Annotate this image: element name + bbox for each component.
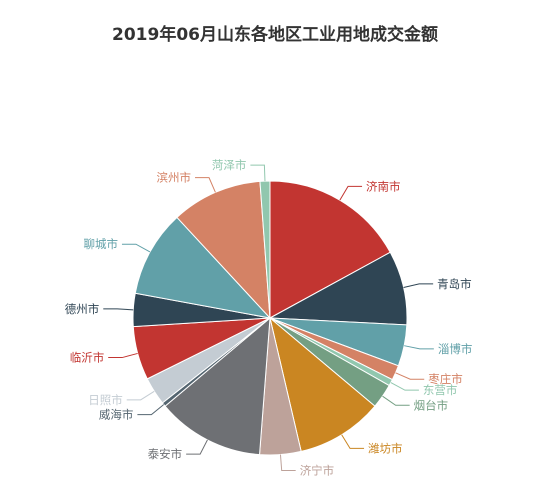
slice-3-label: 淄博市 [438, 342, 473, 356]
slice-6-label: 烟台市 [414, 398, 449, 412]
slice-1-wedge[interactable] [269, 180, 391, 319]
slice-16-label: 菏泽市 [212, 158, 247, 172]
slice-4-label: 枣庄市 [428, 372, 463, 386]
slice-15-label-line [195, 177, 216, 193]
slice-10-label: 威海市 [99, 408, 134, 422]
slice-8-label: 济宁市 [300, 464, 335, 478]
slice-12-label: 临沂市 [70, 351, 105, 365]
slice-14-label: 聊城市 [83, 237, 118, 251]
chart-title: 2019年06月山东各地区工业用地成交金额 [112, 25, 438, 45]
slice-15-label: 滨州市 [157, 171, 192, 185]
slice-12-label-line [108, 352, 138, 359]
slice-1-label: 济南市 [366, 179, 401, 193]
slice-7-label: 潍坊市 [368, 441, 403, 455]
slice-9-label-line [186, 439, 208, 455]
slice-2-label-line [403, 283, 434, 288]
slice-6-label-line [382, 395, 410, 406]
slice-1-label-line [339, 185, 363, 201]
slice-13-label-line [103, 308, 134, 311]
slice-16-label-line [250, 164, 266, 182]
slice-7-label-line [341, 434, 365, 449]
slice-10-label-line [137, 404, 165, 416]
slice-4-label-line [395, 372, 425, 380]
slice-2-label: 青岛市 [437, 277, 472, 291]
slice-5-label-line [390, 382, 419, 391]
slice-13-label: 德州市 [65, 302, 100, 316]
slice-8-label-line [279, 454, 296, 472]
slice-7-wedge[interactable] [269, 316, 376, 453]
slice-3-label-line [404, 345, 434, 350]
slice-11-label-line [126, 390, 155, 401]
slice-14-label-line [121, 243, 151, 253]
slice-9-label: 泰安市 [148, 447, 183, 461]
pie-slices [132, 180, 408, 456]
slice-5-label: 东营市 [423, 383, 458, 397]
slice-11-label: 日照市 [88, 393, 123, 407]
